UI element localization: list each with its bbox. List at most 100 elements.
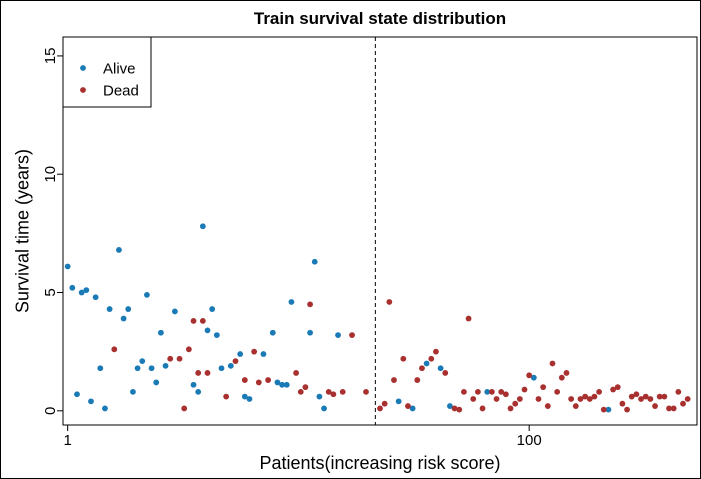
point-dead: [516, 396, 523, 402]
point-alive: [530, 374, 537, 381]
point-alive: [120, 315, 127, 322]
point-alive: [321, 405, 327, 412]
point-alive: [102, 405, 108, 412]
point-alive: [125, 306, 132, 312]
point-alive: [153, 379, 160, 386]
point-dead: [377, 405, 383, 412]
point-alive: [274, 379, 281, 386]
point-dead: [549, 360, 556, 367]
point-alive: [335, 332, 341, 338]
point-dead: [241, 377, 248, 383]
x-tick-label: 1: [63, 432, 71, 449]
x-axis-label: Patients(increasing risk score): [259, 453, 500, 473]
point-alive: [139, 358, 146, 365]
point-dead: [619, 400, 626, 407]
point-dead: [479, 405, 486, 412]
point-alive: [213, 332, 220, 338]
point-dead: [652, 403, 658, 409]
x-tick-label: 100: [517, 432, 542, 449]
point-alive: [409, 405, 416, 412]
point-dead: [204, 370, 211, 376]
point-dead: [474, 388, 481, 395]
point-dead: [293, 370, 299, 376]
point-dead: [307, 301, 313, 308]
point-dead: [526, 372, 533, 379]
point-alive: [279, 381, 286, 388]
point-dead: [642, 393, 649, 400]
legend: Alive Dead: [62, 36, 152, 108]
point-dead: [405, 403, 411, 409]
point-alive: [144, 291, 150, 298]
point-dead: [232, 358, 239, 365]
point-dead: [684, 396, 691, 402]
point-dead: [185, 346, 192, 353]
point-dead: [586, 396, 593, 402]
point-dead: [600, 406, 607, 413]
point-alive: [130, 388, 136, 395]
point-dead: [451, 405, 458, 412]
point-dead: [568, 396, 575, 402]
point-alive: [195, 388, 202, 395]
point-dead: [493, 396, 500, 402]
point-dead: [675, 388, 682, 395]
point-alive: [69, 284, 76, 291]
point-dead: [414, 377, 421, 383]
point-dead: [167, 355, 174, 362]
point-alive: [97, 365, 104, 372]
chart-title: Train survival state distribution: [254, 9, 506, 28]
y-axis: 0 5 10 15: [42, 48, 63, 415]
point-alive: [162, 362, 169, 369]
point-alive: [190, 381, 197, 388]
point-alive: [157, 329, 164, 336]
point-alive: [116, 247, 122, 253]
point-dead: [325, 388, 332, 395]
point-alive: [260, 351, 267, 357]
point-dead: [638, 396, 644, 402]
point-alive: [423, 360, 430, 367]
legend-marker-alive: [80, 65, 86, 71]
point-alive: [311, 258, 318, 265]
point-dead: [381, 400, 388, 407]
point-dead: [572, 403, 579, 409]
point-dead: [670, 405, 677, 412]
point-alive: [447, 403, 453, 409]
point-dead: [456, 406, 463, 413]
point-alive: [227, 362, 234, 369]
point-alive: [288, 299, 295, 305]
point-dead: [498, 388, 505, 395]
point-alive: [237, 351, 244, 357]
point-dead: [195, 370, 202, 376]
point-alive: [395, 398, 402, 405]
y-tick-label: 15: [42, 48, 59, 65]
point-dead: [521, 386, 528, 393]
point-dead: [251, 348, 258, 355]
point-alive: [171, 308, 178, 315]
point-dead: [181, 405, 188, 412]
point-dead: [488, 388, 495, 395]
legend-label-dead: Dead: [103, 82, 139, 99]
point-dead: [391, 377, 397, 383]
point-alive: [88, 398, 94, 405]
point-dead: [544, 403, 551, 409]
point-dead: [554, 388, 561, 395]
point-alive: [92, 294, 99, 301]
point-alive: [78, 289, 85, 296]
point-dead: [666, 405, 672, 412]
point-dead: [596, 388, 603, 395]
point-dead: [330, 391, 337, 398]
y-tick-label: 5: [42, 288, 59, 296]
point-dead: [591, 393, 598, 400]
point-dead: [442, 370, 449, 376]
point-dead: [656, 393, 663, 400]
y-axis-label: Survival time (years): [12, 149, 32, 313]
point-dead: [297, 388, 304, 395]
point-dead: [628, 393, 635, 400]
point-dead: [199, 318, 206, 324]
y-tick-label: 10: [42, 166, 59, 183]
point-dead: [633, 391, 640, 398]
point-dead: [470, 396, 477, 402]
point-alive: [484, 388, 491, 395]
point-dead: [349, 332, 355, 338]
point-dead: [647, 396, 654, 402]
point-dead: [680, 400, 686, 407]
